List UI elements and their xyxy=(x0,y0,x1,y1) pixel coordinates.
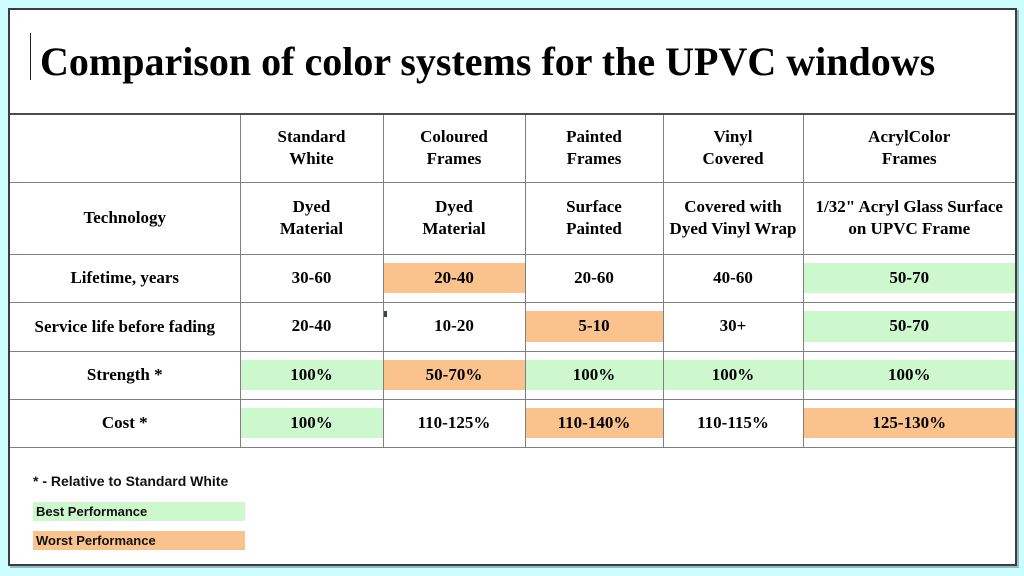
page-title: Comparison of color systems for the UPVC… xyxy=(40,39,936,84)
table-cell: 5-10 xyxy=(524,301,664,352)
table-cell: 40-60 xyxy=(662,253,804,303)
stray-tick-mark xyxy=(384,311,387,317)
row-label: Lifetime, years xyxy=(10,253,241,303)
table-cell: 10-20 xyxy=(382,301,526,352)
cell-value: 30-60 xyxy=(291,267,332,287)
cell-value: Surface Painted xyxy=(566,196,622,238)
corner-cell xyxy=(10,113,241,183)
column-header-painted-frames: Painted Frames xyxy=(524,113,664,183)
cell-value: 110-125% xyxy=(417,412,491,432)
row-label: Service life before fading xyxy=(10,301,241,352)
table-cell: 110-140% xyxy=(524,398,664,448)
table-cell: 50-70 xyxy=(802,301,1015,352)
table-cell: 50-70% xyxy=(382,350,526,400)
table-cell: 110-115% xyxy=(662,398,804,448)
cell-value: 110-140% xyxy=(526,407,662,439)
cell-value: 40-60 xyxy=(713,267,753,287)
table-row-technology: Technology Dyed Material Dyed Material S… xyxy=(10,181,1015,255)
cell-value: 100% xyxy=(241,359,382,391)
row-label: Technology xyxy=(10,181,241,255)
table-cell: 20-60 xyxy=(524,253,664,303)
table-cell: 30+ xyxy=(662,301,804,352)
cell-value: Covered with Dyed Vinyl Wrap xyxy=(669,196,797,238)
column-header-label: Painted Frames xyxy=(566,126,622,169)
table-cell: Dyed Material xyxy=(382,181,526,255)
column-header-acrylcolor-frames: AcrylColor Frames xyxy=(802,113,1015,183)
table-row-lifetime: Lifetime, years 30-60 20-40 20-60 40-60 … xyxy=(10,253,1015,303)
table-cell: 100% xyxy=(239,350,384,400)
cell-value: 20-60 xyxy=(574,267,614,287)
column-header-coloured-frames: Coloured Frames xyxy=(382,113,526,183)
cell-value: 100% xyxy=(804,359,1015,391)
cell-value: Dyed Material xyxy=(279,196,344,238)
table-cell: Dyed Material xyxy=(239,181,384,255)
cell-value: 50-70 xyxy=(804,311,1015,342)
cell-value: 1/32" Acryl Glass Surface on UPVC Frame xyxy=(815,196,1003,238)
legend-best-performance: Best Performance xyxy=(33,502,245,521)
table-cell: 100% xyxy=(524,350,664,400)
slide-panel: Comparison of color systems for the UPVC… xyxy=(8,8,1017,566)
table-cell: Covered with Dyed Vinyl Wrap xyxy=(662,181,804,255)
cell-value: 50-70 xyxy=(804,262,1015,294)
cell-value: 110-115% xyxy=(697,412,769,432)
table-cell: 20-40 xyxy=(382,253,526,303)
table-cell: 1/32" Acryl Glass Surface on UPVC Frame xyxy=(802,181,1015,255)
cell-value: Dyed Material xyxy=(422,196,486,238)
table-cell: 100% xyxy=(662,350,804,400)
column-header-standard-white: Standard White xyxy=(239,113,384,183)
table-cell: 110-125% xyxy=(382,398,526,448)
table-header-row: Standard White Coloured Frames Painted F… xyxy=(10,113,1015,183)
column-header-label: AcrylColor Frames xyxy=(868,126,951,169)
cell-value: 5-10 xyxy=(526,311,662,342)
column-header-label: Coloured Frames xyxy=(420,126,488,169)
table-row-service-life: Service life before fading 20-40 10-20 5… xyxy=(10,301,1015,352)
row-label: Strength * xyxy=(10,350,241,400)
table-row-strength: Strength * 100% 50-70% 100% 100% 100% xyxy=(10,350,1015,400)
table-cell: 100% xyxy=(802,350,1015,400)
legend-worst-performance: Worst Performance xyxy=(33,531,245,550)
table-cell: 125-130% xyxy=(802,398,1015,448)
comparison-table: Standard White Coloured Frames Painted F… xyxy=(10,113,1015,448)
table-cell: 100% xyxy=(239,398,384,448)
table-cell: 50-70 xyxy=(802,253,1015,303)
table-cell: 20-40 xyxy=(239,301,384,352)
table-row-cost: Cost * 100% 110-125% 110-140% 110-115% 1… xyxy=(10,398,1015,448)
cell-value: 50-70% xyxy=(384,359,524,391)
cell-value: 30+ xyxy=(719,316,747,336)
table-cell: Surface Painted xyxy=(524,181,664,255)
cell-value: 100% xyxy=(241,407,382,439)
column-header-label: Vinyl Covered xyxy=(702,126,764,169)
cell-value: 10-20 xyxy=(434,316,474,336)
column-header-label: Standard White xyxy=(277,126,346,169)
cell-value: 100% xyxy=(664,359,802,391)
column-header-vinyl-covered: Vinyl Covered xyxy=(662,113,804,183)
cell-value: 100% xyxy=(526,359,662,391)
row-label: Cost * xyxy=(10,398,241,448)
cell-value: 20-40 xyxy=(291,316,332,336)
cell-value: 20-40 xyxy=(384,262,524,294)
table-cell: 30-60 xyxy=(239,253,384,303)
cell-value: 125-130% xyxy=(804,407,1015,439)
text-caret-line xyxy=(30,33,31,80)
footnote: * - Relative to Standard White xyxy=(33,473,229,489)
